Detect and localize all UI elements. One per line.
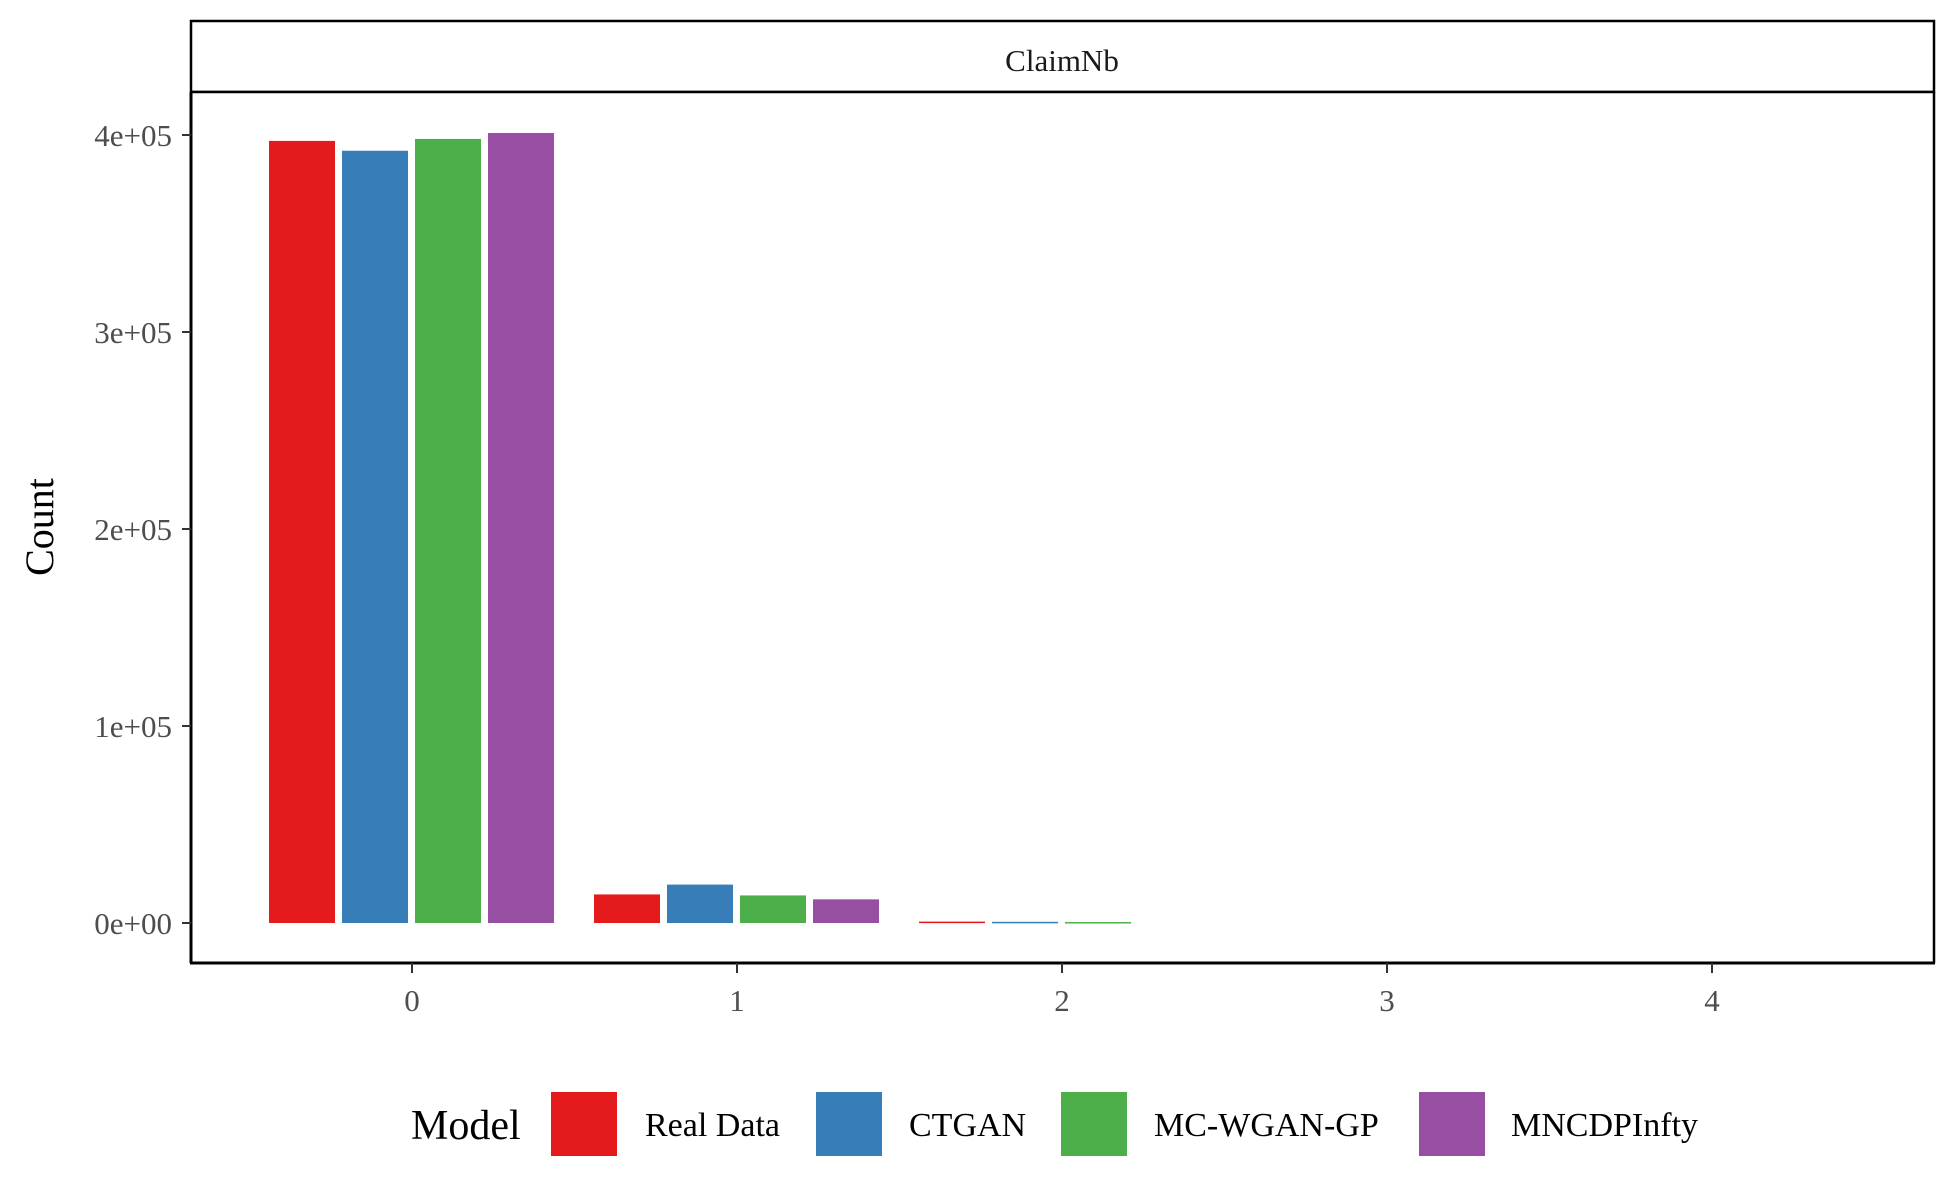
x-tick-label: 4 (1704, 983, 1720, 1018)
bar-real-data-0 (269, 140, 335, 923)
bar-mncdpinfty-1 (813, 899, 879, 923)
x-tick-label: 0 (404, 983, 420, 1018)
bars-layer (269, 133, 1131, 924)
x-axis-ticks: 0 1 2 3 4 (404, 963, 1720, 1018)
bar-ctgan-1 (667, 884, 733, 923)
x-tick-label: 2 (1054, 983, 1070, 1018)
bar-mc-wgan-gp-1 (740, 895, 806, 923)
legend-key-mc-wgan-gp (1059, 1090, 1129, 1158)
bar-real-data-1 (594, 894, 660, 923)
y-tick-label: 0e+00 (94, 906, 172, 941)
y-tick-label: 1e+05 (94, 709, 172, 744)
y-axis-title: Count (17, 478, 62, 576)
x-tick-label: 3 (1379, 983, 1395, 1018)
y-tick-label: 3e+05 (94, 315, 172, 350)
y-tick-label: 2e+05 (94, 512, 172, 547)
facet-strip-label: ClaimNb (1005, 43, 1119, 78)
legend-key-real-data (549, 1090, 619, 1158)
facet-strip (189, 19, 1936, 94)
y-tick-label: 4e+05 (94, 118, 172, 153)
bar-ctgan-2 (992, 921, 1058, 924)
bar-mc-wgan-gp-0 (415, 138, 481, 923)
legend: Model Real Data CTGAN MC-WGAN-GP MNCDPInfty (411, 1090, 1698, 1158)
legend-label: MNCDPInfty (1511, 1107, 1698, 1144)
plot-panel (191, 92, 1934, 963)
bar-ctgan-0 (342, 150, 408, 923)
x-tick-label: 1 (729, 983, 745, 1018)
bar-mc-wgan-gp-2 (1065, 922, 1131, 924)
legend-key-mncdpinfty (1417, 1090, 1487, 1158)
legend-key-ctgan (814, 1090, 884, 1158)
bar-mncdpinfty-0 (488, 133, 554, 923)
legend-title: Model (411, 1103, 521, 1149)
bar-real-data-2 (919, 921, 985, 924)
legend-label: MC-WGAN-GP (1154, 1107, 1379, 1144)
legend-label: CTGAN (909, 1107, 1026, 1144)
legend-label: Real Data (645, 1107, 780, 1144)
y-axis-ticks: 0e+00 1e+05 2e+05 3e+05 4e+05 (94, 118, 191, 941)
